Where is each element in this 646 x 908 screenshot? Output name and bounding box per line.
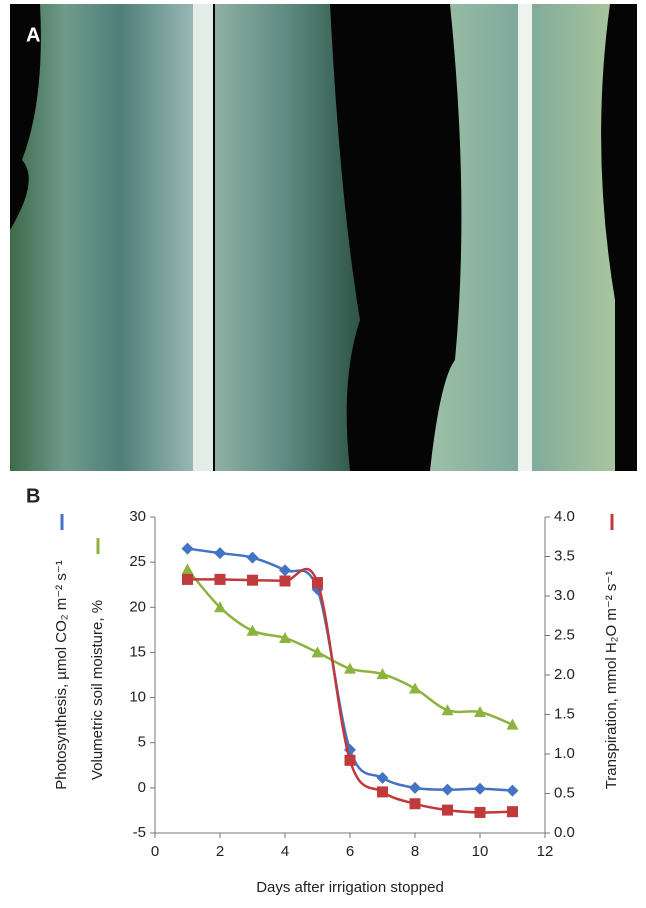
y-tick-label: 10 bbox=[129, 689, 146, 706]
marker bbox=[409, 798, 421, 810]
marker bbox=[344, 754, 356, 766]
panel-label: B bbox=[26, 485, 40, 507]
marker bbox=[247, 574, 258, 586]
marker bbox=[246, 551, 259, 564]
y2-tick-label: 0.5 bbox=[554, 784, 575, 801]
marker bbox=[507, 806, 518, 818]
y-tick-label: 15 bbox=[129, 643, 146, 660]
marker bbox=[474, 806, 486, 818]
y2-tick-label: 2.5 bbox=[554, 626, 575, 643]
y-tick-label: 0 bbox=[138, 779, 146, 796]
y-axis-label: Photosynthesis, µmol CO₂ m⁻² s⁻¹ bbox=[53, 560, 70, 790]
marker bbox=[441, 783, 454, 796]
marker bbox=[409, 682, 421, 694]
marker bbox=[246, 624, 259, 636]
marker bbox=[441, 704, 454, 716]
y2-tick-label: 2.0 bbox=[554, 666, 575, 683]
marker bbox=[409, 781, 421, 794]
marker bbox=[181, 542, 194, 555]
marker bbox=[442, 804, 453, 816]
y-tick-label: 30 bbox=[129, 508, 146, 525]
y2-tick-label: 0.0 bbox=[554, 824, 575, 841]
marker bbox=[474, 782, 486, 795]
marker bbox=[214, 573, 226, 585]
marker bbox=[506, 718, 519, 730]
series-line bbox=[187, 567, 513, 814]
y2-tick-label: 1.0 bbox=[554, 745, 575, 762]
marker bbox=[279, 575, 291, 587]
marker bbox=[377, 786, 388, 798]
x-tick-label: 2 bbox=[216, 843, 224, 860]
marker bbox=[181, 563, 194, 575]
y2-tick-label: 3.0 bbox=[554, 587, 575, 604]
marker bbox=[182, 573, 193, 585]
x-tick-label: 6 bbox=[346, 843, 354, 860]
y2-axis-label: Transpiration, mmol H₂O m⁻² s⁻¹ bbox=[603, 571, 620, 790]
panel-label: A bbox=[26, 24, 40, 46]
series-line bbox=[187, 547, 513, 792]
marker bbox=[214, 547, 226, 560]
y-tick-label: 25 bbox=[129, 553, 146, 570]
y-axis-label: Volumetric soil moisture, % bbox=[89, 600, 106, 780]
y-tick-label: 5 bbox=[138, 734, 146, 751]
x-tick-label: 10 bbox=[472, 843, 489, 860]
marker bbox=[279, 564, 291, 577]
marker bbox=[214, 601, 226, 613]
x-tick-label: 8 bbox=[411, 843, 419, 860]
marker bbox=[506, 784, 519, 797]
marker bbox=[344, 662, 356, 674]
marker bbox=[279, 631, 291, 643]
marker bbox=[311, 646, 324, 658]
y2-tick-label: 3.5 bbox=[554, 547, 575, 564]
x-tick-label: 4 bbox=[281, 843, 289, 860]
x-axis-label: Days after irrigation stopped bbox=[256, 879, 444, 896]
x-tick-label: 12 bbox=[537, 843, 554, 860]
photo bbox=[10, 4, 637, 471]
y2-tick-label: 1.5 bbox=[554, 705, 575, 722]
series-line bbox=[186, 568, 513, 726]
marker bbox=[312, 577, 323, 589]
y2-tick-label: 4.0 bbox=[554, 508, 575, 525]
marker bbox=[474, 706, 486, 718]
x-tick-label: 0 bbox=[151, 843, 159, 860]
marker bbox=[376, 668, 389, 680]
y-tick-label: -5 bbox=[133, 824, 146, 841]
marker bbox=[376, 771, 389, 784]
y-tick-label: 20 bbox=[129, 598, 146, 615]
